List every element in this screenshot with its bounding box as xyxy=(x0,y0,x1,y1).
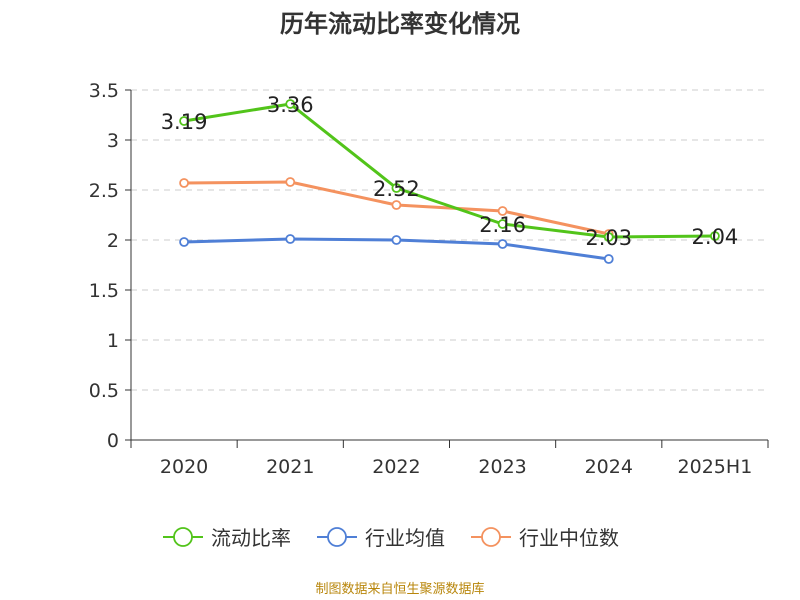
legend-marker-icon xyxy=(327,527,347,547)
legend-item: 流动比率 xyxy=(163,526,291,550)
data-point xyxy=(391,183,402,193)
legend-item: 行业均值 xyxy=(317,526,445,550)
legend-label: 行业中位数 xyxy=(519,526,619,550)
chart-title: 历年流动比率变化情况 xyxy=(280,10,520,38)
data-point xyxy=(710,231,720,241)
legend-label: 行业均值 xyxy=(365,526,445,550)
data-point xyxy=(179,178,189,188)
y-tick-label: 1.5 xyxy=(89,280,119,302)
data-point xyxy=(179,237,189,247)
data-label: 3.19 xyxy=(161,110,208,134)
data-point xyxy=(285,177,296,187)
data-point xyxy=(285,234,296,244)
data-point xyxy=(497,206,508,216)
x-tick-label: 2020 xyxy=(160,456,208,478)
data-source-note: 制图数据来自恒生聚源数据库 xyxy=(315,582,485,597)
y-tick-label: 0.5 xyxy=(89,380,119,402)
legend-marker-icon xyxy=(481,527,501,547)
grid-lines xyxy=(131,89,768,391)
x-tick-label: 2023 xyxy=(478,456,526,478)
axes: 0 0.5 1 1.5 2 2.5 3 3.5 2020 2021 2022 2023 2024 2025… xyxy=(89,80,769,478)
y-tick-label: 3.5 xyxy=(89,80,119,102)
y-tick-label: 2 xyxy=(107,230,119,252)
data-point xyxy=(497,239,508,249)
y-tick-label: 2.5 xyxy=(89,180,119,202)
data-point xyxy=(603,254,614,264)
y-tick-label: 0 xyxy=(107,430,119,452)
data-label: 2.52 xyxy=(373,177,420,201)
legend-label: 流动比率 xyxy=(211,526,291,550)
data-label: 2.16 xyxy=(479,213,526,237)
data-point xyxy=(285,99,296,109)
legend-item: 行业中位数 xyxy=(471,526,619,550)
y-tick-label: 3 xyxy=(107,130,119,152)
y-tick-label: 1 xyxy=(107,330,119,352)
data-point xyxy=(391,200,402,210)
data-point xyxy=(497,219,508,229)
data-label: 2.04 xyxy=(692,225,739,249)
x-tick-label: 2025H1 xyxy=(678,456,753,478)
x-tick-label: 2021 xyxy=(266,456,314,478)
legend-marker-icon xyxy=(173,527,193,547)
data-point xyxy=(603,232,614,242)
data-label: 3.36 xyxy=(267,93,314,117)
series-line xyxy=(183,102,715,239)
legend: 流动比率 行业均值 行业中位数 xyxy=(163,526,619,550)
x-tick-label: 2022 xyxy=(372,456,420,478)
data-point xyxy=(391,235,402,245)
data-labels: 3.19 3.36 2.52 2.16 2.03 2.04 xyxy=(161,93,739,250)
x-tick-label: 2024 xyxy=(585,456,633,478)
data-point xyxy=(179,116,189,126)
data-label: 2.03 xyxy=(585,226,632,250)
series-lines xyxy=(179,99,720,264)
